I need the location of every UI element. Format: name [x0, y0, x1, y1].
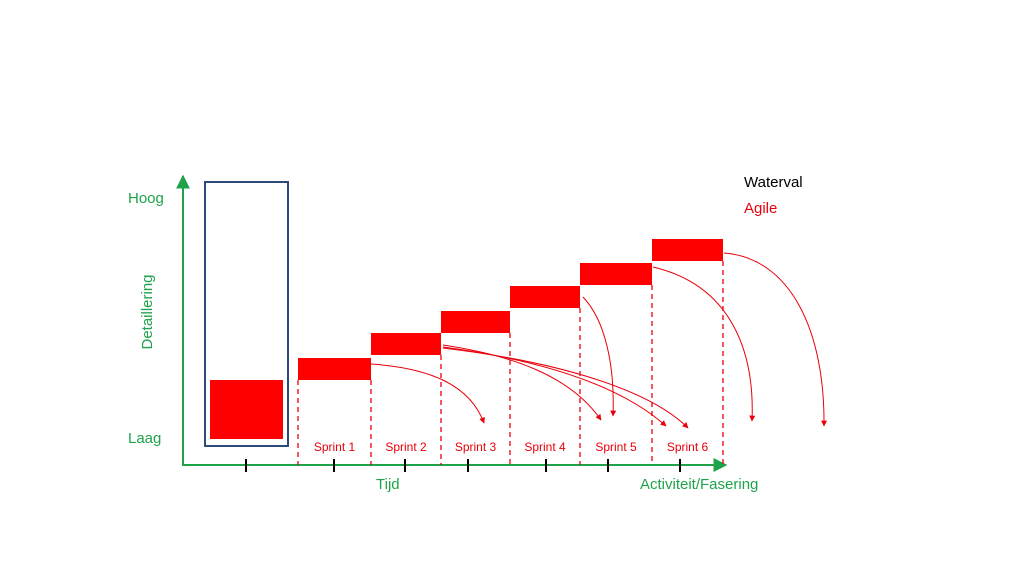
waterval-frame: [204, 181, 289, 447]
sprint-group: Sprint 1 Sprint 2 Sprint 3 Sprint 4 Sprint 5…: [297, 239, 724, 465]
y-axis-low-label: Laag: [128, 430, 161, 447]
sprint-block-5: [580, 263, 652, 285]
feedback-arrows: [370, 252, 828, 429]
sprint-label-1: Sprint 1: [314, 440, 356, 454]
sprint-block-2: [371, 333, 441, 355]
waterval-fill: [210, 380, 283, 439]
y-axis-title: Detaillering: [139, 274, 156, 349]
sprint-label-6: Sprint 6: [667, 440, 709, 454]
sprint-block-3: [441, 311, 510, 333]
sprint-label-5: Sprint 5: [595, 440, 637, 454]
legend-waterval: Waterval: [744, 174, 803, 191]
feedback-arrow-6: [652, 266, 756, 422]
x-axis-ticks: [245, 459, 681, 472]
feedback-arrow-1: [370, 363, 485, 424]
x-axis-title: Tijd: [376, 476, 400, 493]
feedback-arrow-5: [582, 296, 617, 417]
legend-agile: Agile: [744, 200, 777, 217]
sprint-block-4: [510, 286, 580, 308]
sprint-label-3: Sprint 3: [455, 440, 497, 454]
sprint-label-2: Sprint 2: [385, 440, 427, 454]
x-axis-end-label: Activiteit/Fasering: [640, 476, 758, 493]
feedback-arrow-3: [442, 346, 667, 427]
sprint-label-4: Sprint 4: [524, 440, 566, 454]
y-axis-high-label: Hoog: [128, 190, 164, 207]
feedback-arrow-7: [723, 252, 828, 427]
sprint-block-1: [298, 358, 371, 380]
feedback-arrow-4: [442, 347, 689, 429]
feedback-arrow-2: [442, 344, 602, 421]
sprint-block-6: [652, 239, 723, 261]
